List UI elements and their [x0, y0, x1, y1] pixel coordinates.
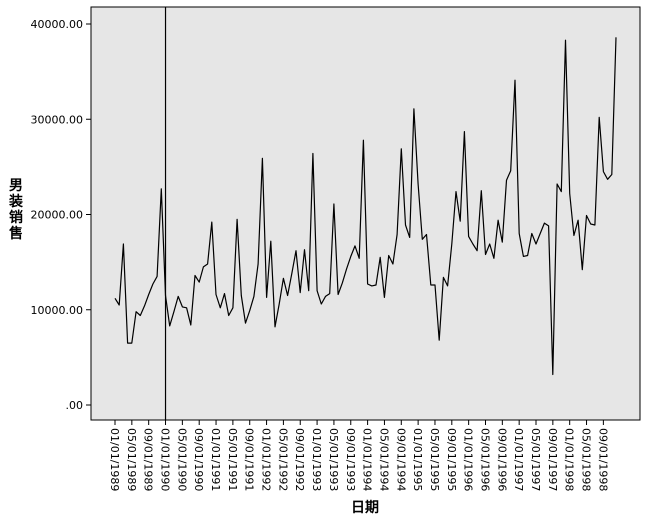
- x-tick-label: 01/01/1993: [310, 428, 323, 491]
- x-tick-label: 05/01/1996: [478, 428, 491, 491]
- x-tick-label: 05/01/1993: [327, 428, 340, 491]
- x-tick-label: 01/01/1991: [209, 428, 222, 491]
- x-tick-label: 09/01/1989: [142, 428, 155, 491]
- x-tick-label: 05/01/1991: [226, 428, 239, 491]
- x-tick-label: 09/01/1997: [546, 428, 559, 491]
- x-tick-label: 05/01/1994: [377, 428, 390, 491]
- x-tick-label: 09/01/1994: [394, 428, 407, 491]
- x-tick-label: 09/01/1996: [495, 428, 508, 491]
- x-tick-label: 01/01/1992: [260, 428, 273, 491]
- series-group: [114, 37, 617, 376]
- x-tick-label: 05/01/1990: [175, 428, 188, 491]
- x-tick-label: 09/01/1993: [344, 428, 357, 491]
- x-tick-label: 09/01/1990: [192, 428, 205, 491]
- x-tick-label: 01/01/1989: [108, 428, 121, 491]
- x-tick-label: 01/01/1998: [563, 428, 576, 491]
- y-tick-label: 20000.00: [31, 209, 84, 222]
- y-tick-label: .00: [66, 399, 84, 412]
- x-tick-label: 01/01/1990: [159, 428, 172, 491]
- x-tick-label: 05/01/1997: [529, 428, 542, 491]
- x-tick-label: 05/01/1998: [580, 428, 593, 491]
- x-tick-label: 05/01/1992: [276, 428, 289, 491]
- x-tick-label: 01/01/1995: [411, 428, 424, 491]
- y-tick-label: 10000.00: [31, 304, 84, 317]
- y-axis-label: 男装销售: [8, 178, 24, 242]
- y-tick-label: 40000.00: [31, 18, 84, 31]
- x-tick-label: 09/01/1992: [293, 428, 306, 491]
- x-tick-label: 09/01/1991: [243, 428, 256, 491]
- x-tick-label: 01/01/1996: [462, 428, 475, 491]
- x-tick-label: 01/01/1994: [361, 428, 374, 491]
- x-tick-label: 09/01/1995: [445, 428, 458, 491]
- x-tick-label: 05/01/1989: [125, 428, 138, 491]
- y-tick-label: 30000.00: [31, 113, 84, 126]
- x-tick-label: 01/01/1997: [512, 428, 525, 491]
- y-axis: .00 10000.00 20000.00 30000.00 40000.00: [31, 18, 91, 412]
- x-tick-label: 09/01/1998: [596, 428, 609, 491]
- series-line: [114, 37, 617, 376]
- x-tick-label: 05/01/1995: [428, 428, 441, 491]
- x-axis-label: 日期: [351, 500, 379, 516]
- x-axis: 01/01/1989 05/01/1989 09/01/1989 01/01/1990…: [108, 420, 609, 491]
